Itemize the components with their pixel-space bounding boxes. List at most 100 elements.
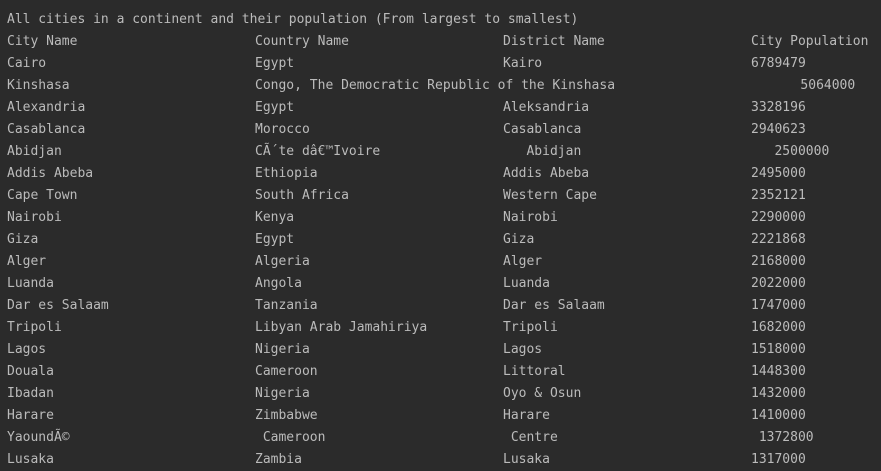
- data-row: Abidjan CÃ´te dâ€™Ivoire Abidjan 2500000: [7, 141, 881, 163]
- data-row: Cairo Egypt Kairo 6789479: [7, 53, 881, 75]
- data-row: Lusaka Zambia Lusaka 1317000: [7, 449, 881, 471]
- data-row-cell: 2500000: [751, 144, 830, 159]
- data-row-cell: 2290000: [751, 210, 806, 225]
- data-row-cell: Egypt: [255, 56, 295, 71]
- data-row-cell: 3328196: [751, 100, 806, 115]
- data-row-cell: Giza: [503, 232, 535, 247]
- data-row-cell: Dar es Salaam: [503, 298, 605, 313]
- data-row-cell: 1682000: [751, 320, 806, 335]
- data-row-cell: Nairobi: [503, 210, 558, 225]
- data-row-cell: 2352121: [751, 188, 806, 203]
- data-row-cell: Egypt: [255, 232, 295, 247]
- data-row-cell: Nigeria: [255, 386, 310, 401]
- header-row: City Name Country Name District Name City P…: [7, 31, 881, 53]
- data-row-cell: Harare: [7, 408, 54, 423]
- data-row-cell: Nairobi: [7, 210, 62, 225]
- header-row-cell: City Population: [751, 34, 869, 49]
- data-row: Giza Egypt Giza 2221868: [7, 229, 881, 251]
- data-row-cell: Aleksandria: [503, 100, 590, 115]
- data-row: Lagos Nigeria Lagos 1518000: [7, 339, 881, 361]
- data-row-cell: Addis Abeba: [503, 166, 590, 181]
- data-row-cell: Libyan Arab Jamahiriya: [255, 320, 428, 335]
- data-row-cell: Addis Abeba: [7, 166, 94, 181]
- data-row-cell: Congo, The Democratic Republic of the: [255, 78, 553, 93]
- data-row: Luanda Angola Luanda 2022000: [7, 273, 881, 295]
- data-row-cell: Lusaka: [503, 452, 550, 467]
- data-row-cell: Centre: [503, 430, 558, 445]
- data-row-cell: 1372800: [751, 430, 814, 445]
- data-row-cell: 2495000: [751, 166, 806, 181]
- data-row-cell: Zimbabwe: [255, 408, 318, 423]
- header-row-cell: Country Name: [255, 34, 349, 49]
- data-row-cell: Ibadan: [7, 386, 54, 401]
- data-row: Ibadan Nigeria Oyo & Osun 1432000: [7, 383, 881, 405]
- data-row-cell: Alger: [503, 254, 543, 269]
- data-row-cell: Dar es Salaam: [7, 298, 109, 313]
- header-row-cell: City Name: [7, 34, 78, 49]
- data-row-cell: Nigeria: [255, 342, 310, 357]
- data-row-cell: 1448300: [751, 364, 806, 379]
- data-row-cell: Cape Town: [7, 188, 78, 203]
- data-row: YaoundÃ© Cameroon Centre 1372800: [7, 427, 881, 449]
- data-row: Harare Zimbabwe Harare 1410000: [7, 405, 881, 427]
- data-row-cell: Kairo: [503, 56, 543, 71]
- data-row-cell: Kinshasa: [7, 78, 70, 93]
- data-row-cell: Morocco: [255, 122, 310, 137]
- data-row: Addis Abeba Ethiopia Addis Abeba 2495000: [7, 163, 881, 185]
- data-row-cell: Kenya: [255, 210, 295, 225]
- data-row-cell: 1518000: [751, 342, 806, 357]
- data-row-cell: Kinshasa: [552, 78, 616, 93]
- data-row-cell: Cameroon: [255, 430, 326, 445]
- data-row-cell: YaoundÃ©: [7, 430, 70, 445]
- data-row-cell: Abidjan: [503, 144, 582, 159]
- data-row-cell: 6789479: [751, 56, 806, 71]
- data-row-cell: Tripoli: [503, 320, 558, 335]
- data-row-cell: Lagos: [503, 342, 543, 357]
- data-row-cell: Alexandria: [7, 100, 86, 115]
- header-row-cell: District Name: [503, 34, 605, 49]
- data-row-cell: Casablanca: [503, 122, 582, 137]
- data-row: Cape Town South Africa Western Cape 2352121: [7, 185, 881, 207]
- data-row-cell: 1747000: [751, 298, 806, 313]
- data-row-cell: 1317000: [751, 452, 806, 467]
- data-row-cell: Zambia: [255, 452, 302, 467]
- data-row-cell: Harare: [503, 408, 550, 423]
- data-row-cell: Douala: [7, 364, 54, 379]
- data-row-cell: 1432000: [751, 386, 806, 401]
- data-row-cell: Lagos: [7, 342, 47, 357]
- data-row-cell: 2022000: [751, 276, 806, 291]
- data-row-cell: Oyo & Osun: [503, 386, 582, 401]
- data-row-cell: Cameroon: [255, 364, 318, 379]
- data-row-cell: 1410000: [751, 408, 806, 423]
- data-row-cell: 2940623: [751, 122, 806, 137]
- console-title: All cities in a continent and their popu…: [7, 12, 579, 27]
- data-row: Alger Algeria Alger 2168000: [7, 251, 881, 273]
- data-row-cell: Littoral: [503, 364, 566, 379]
- data-row-cell: 2168000: [751, 254, 806, 269]
- data-row-cell: Lusaka: [7, 452, 54, 467]
- data-row-cell: Angola: [255, 276, 302, 291]
- data-row-cell: Tripoli: [7, 320, 62, 335]
- data-row: Tripoli Libyan Arab Jamahiriya Tripoli 1682…: [7, 317, 881, 339]
- data-row-cell: South Africa: [255, 188, 349, 203]
- data-row-cell: Alger: [7, 254, 47, 269]
- data-row-cell: Casablanca: [7, 122, 86, 137]
- data-row-cell: Algeria: [255, 254, 310, 269]
- data-row-cell: Cairo: [7, 56, 47, 71]
- data-row-cell: Luanda: [503, 276, 550, 291]
- data-row-cell: Giza: [7, 232, 39, 247]
- data-row: Kinshasa Congo, The Democratic Republic o…: [7, 75, 881, 97]
- data-row-cell: Ethiopia: [255, 166, 318, 181]
- data-row-cell: Tanzania: [255, 298, 318, 313]
- data-row: Casablanca Morocco Casablanca 2940623: [7, 119, 881, 141]
- data-row-cell: Abidjan: [7, 144, 62, 159]
- data-row-cell: Western Cape: [503, 188, 597, 203]
- data-row-cell: CÃ´te dâ€™Ivoire: [255, 144, 381, 159]
- data-row: Douala Cameroon Littoral 1448300: [7, 361, 881, 383]
- data-row: Dar es Salaam Tanzania Dar es Salaam 174700…: [7, 295, 881, 317]
- data-row-cell: Egypt: [255, 100, 295, 115]
- data-row: Nairobi Kenya Nairobi 2290000: [7, 207, 881, 229]
- data-row-cell: 2221868: [751, 232, 806, 247]
- data-row-cell: Luanda: [7, 276, 54, 291]
